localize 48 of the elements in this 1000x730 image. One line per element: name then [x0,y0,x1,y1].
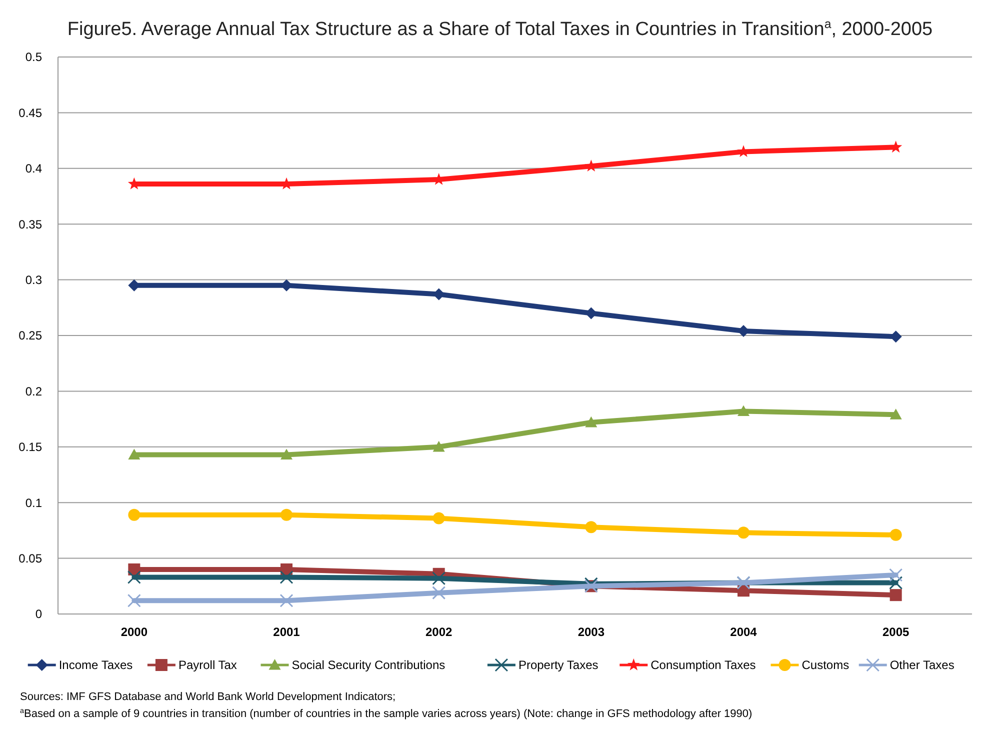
point [738,526,750,539]
x-tick-label: 2000 [120,625,148,639]
point [432,572,446,586]
legend-label: Consumption Taxes [650,658,756,672]
y-tick-label: 0 [35,607,42,622]
point [280,508,292,521]
y-tick-label: 0.35 [18,217,42,232]
point [738,405,750,416]
legend-label: Customs [802,658,850,672]
legend-label: Social Security Contributions [292,658,446,672]
point [280,448,292,460]
point [128,508,140,521]
point [890,528,902,541]
point [127,594,141,608]
point [280,570,294,584]
y-tick-label: 0.3 [25,273,42,287]
point [432,586,446,600]
point [585,521,598,534]
x-tick-label: 2001 [273,625,300,639]
source-note: Sources: IMF GFS Database and World Bank World Development Indicators; [20,691,396,703]
y-tick-label: 0.15 [18,440,42,454]
legend-label: Property Taxes [518,658,598,672]
x-tick-label: 2005 [882,625,910,639]
y-tick-label: 0.45 [18,106,42,120]
legend-label: Other Taxes [890,658,954,672]
legend-label: Payroll Tax [178,658,237,672]
point [432,512,445,524]
x-tick-label: 2004 [730,625,758,639]
point [889,568,903,582]
point [889,576,903,590]
y-tick-label: 0.4 [25,162,42,176]
y-tick-label: 0.05 [18,552,42,566]
chart-title: Figure5. Average Annual Tax Structure as a Share of Total Taxes in Countries in Transition$^{a}$, 2000-2005 [67,17,933,40]
point [127,570,141,584]
point [585,416,598,428]
legend-label: Income Taxes [58,658,133,672]
point [890,589,902,602]
point [432,440,445,452]
point [280,594,294,608]
point [128,448,140,460]
y-tick-label: 0.25 [18,328,42,343]
y-tick-label: 0.2 [25,384,42,398]
y-tick-label: 0.1 [25,496,42,510]
x-tick-label: 2002 [425,625,453,639]
text: $^{a}$Based on a sample of 9 countries in transition (number of countries in the sample varies across years) (Note: change in GFS methodology after 1990) [20,707,752,720]
y-tick-label: 0.5 [25,50,42,64]
x-tick-label: 2003 [578,625,605,639]
point [890,408,902,420]
